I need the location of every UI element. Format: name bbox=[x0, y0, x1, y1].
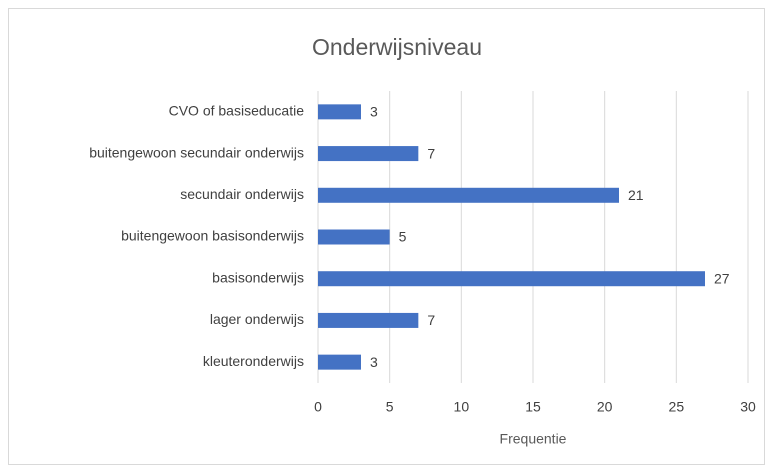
data-label: 5 bbox=[399, 229, 407, 245]
y-tick-label: lager onderwijs bbox=[210, 311, 304, 327]
data-label: 21 bbox=[628, 187, 644, 203]
y-tick-label: buitengewoon basisonderwijs bbox=[121, 228, 304, 244]
y-tick-label: buitengewoon secundair onderwijs bbox=[89, 144, 304, 160]
y-tick-label: secundair onderwijs bbox=[180, 186, 304, 202]
data-label: 27 bbox=[714, 270, 730, 286]
y-tick-label: CVO of basiseducatie bbox=[169, 103, 305, 119]
x-tick-label: 5 bbox=[386, 399, 394, 415]
bar bbox=[318, 271, 705, 287]
data-label: 3 bbox=[370, 104, 378, 120]
x-tick-label: 10 bbox=[454, 399, 470, 415]
bar bbox=[318, 312, 419, 328]
x-tick-label: 25 bbox=[669, 399, 685, 415]
y-tick-label: kleuteronderwijs bbox=[203, 353, 304, 369]
x-axis-label: Frequentie bbox=[500, 431, 567, 447]
bar bbox=[318, 146, 419, 162]
bar bbox=[318, 187, 619, 203]
bar bbox=[318, 229, 390, 245]
x-tick-label: 30 bbox=[740, 399, 756, 415]
y-tick-label: basisonderwijs bbox=[212, 269, 304, 285]
x-tick-label: 15 bbox=[525, 399, 541, 415]
bar bbox=[318, 354, 361, 370]
x-tick-label: 0 bbox=[314, 399, 322, 415]
data-label: 7 bbox=[427, 145, 435, 161]
bar bbox=[318, 104, 361, 120]
x-tick-label: 20 bbox=[597, 399, 613, 415]
chart-title: Onderwijsniveau bbox=[312, 34, 482, 60]
data-label: 7 bbox=[427, 312, 435, 328]
data-label: 3 bbox=[370, 354, 378, 370]
